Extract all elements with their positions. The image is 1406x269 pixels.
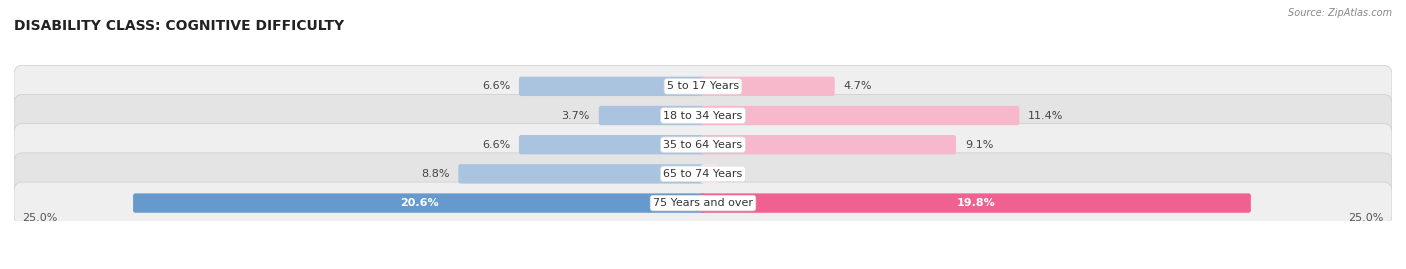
Text: 11.4%: 11.4% (1028, 111, 1063, 121)
Text: 35 to 64 Years: 35 to 64 Years (664, 140, 742, 150)
FancyBboxPatch shape (700, 164, 718, 183)
Text: 6.6%: 6.6% (482, 140, 510, 150)
Text: 75 Years and over: 75 Years and over (652, 198, 754, 208)
Text: 25.0%: 25.0% (22, 213, 58, 223)
FancyBboxPatch shape (700, 193, 1251, 213)
Text: 6.6%: 6.6% (482, 81, 510, 91)
FancyBboxPatch shape (519, 77, 706, 96)
Text: 5 to 17 Years: 5 to 17 Years (666, 81, 740, 91)
Text: DISABILITY CLASS: COGNITIVE DIFFICULTY: DISABILITY CLASS: COGNITIVE DIFFICULTY (14, 19, 344, 33)
FancyBboxPatch shape (14, 94, 1392, 137)
FancyBboxPatch shape (700, 135, 956, 154)
Text: 4.7%: 4.7% (844, 81, 872, 91)
Text: 0.0%: 0.0% (714, 169, 742, 179)
FancyBboxPatch shape (519, 135, 706, 154)
FancyBboxPatch shape (599, 106, 706, 125)
Text: 19.8%: 19.8% (956, 198, 995, 208)
FancyBboxPatch shape (14, 153, 1392, 195)
Text: 25.0%: 25.0% (1348, 213, 1384, 223)
Text: 18 to 34 Years: 18 to 34 Years (664, 111, 742, 121)
Text: Source: ZipAtlas.com: Source: ZipAtlas.com (1288, 8, 1392, 18)
Text: 3.7%: 3.7% (561, 111, 591, 121)
Text: 20.6%: 20.6% (399, 198, 439, 208)
FancyBboxPatch shape (14, 65, 1392, 107)
Text: 8.8%: 8.8% (420, 169, 450, 179)
Text: 65 to 74 Years: 65 to 74 Years (664, 169, 742, 179)
FancyBboxPatch shape (14, 124, 1392, 166)
FancyBboxPatch shape (458, 164, 706, 183)
FancyBboxPatch shape (700, 77, 835, 96)
FancyBboxPatch shape (14, 182, 1392, 224)
Text: 9.1%: 9.1% (965, 140, 993, 150)
FancyBboxPatch shape (700, 106, 1019, 125)
FancyBboxPatch shape (134, 193, 706, 213)
